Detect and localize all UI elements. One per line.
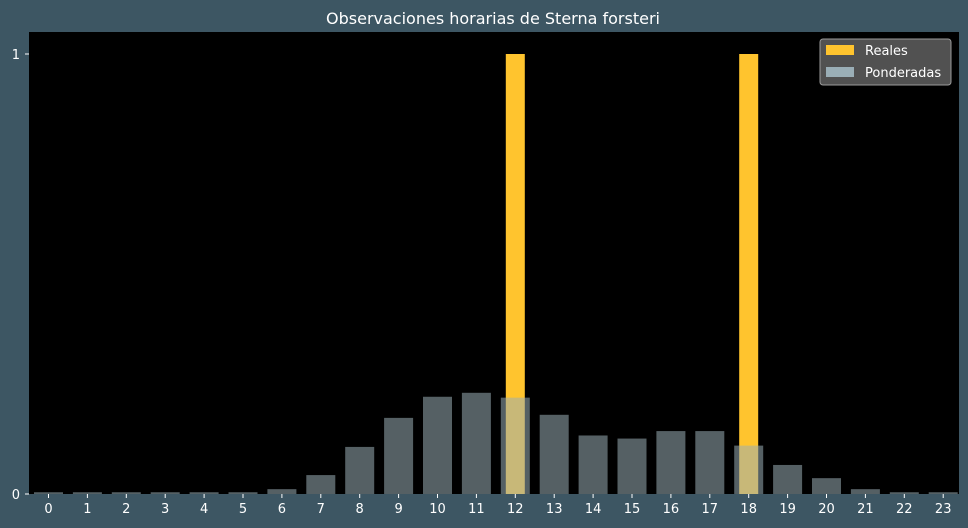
- y-tick-label-0: 0: [12, 488, 20, 503]
- bar-ponderadas-13: [539, 414, 569, 494]
- x-tick-label-10: 10: [429, 502, 446, 517]
- legend: Reales Ponderadas: [819, 38, 952, 86]
- x-tick-label-13: 13: [546, 502, 563, 517]
- bar-reales-12: [505, 54, 525, 494]
- y-axis: 01: [12, 48, 29, 503]
- plot-area: [29, 32, 959, 494]
- bar-ponderadas-17: [695, 431, 725, 494]
- bar-ponderadas-9: [384, 417, 414, 494]
- legend-swatch-reales: [826, 45, 854, 55]
- x-tick-label-22: 22: [896, 502, 913, 517]
- bar-ponderadas-3: [150, 492, 180, 494]
- x-tick-label-18: 18: [740, 502, 757, 517]
- legend-label-ponderadas: Ponderadas: [865, 66, 941, 81]
- x-tick-label-0: 0: [44, 502, 52, 517]
- x-tick-label-5: 5: [239, 502, 247, 517]
- bar-ponderadas-22: [889, 492, 919, 494]
- x-tick-label-12: 12: [507, 502, 524, 517]
- x-tick-label-21: 21: [857, 502, 874, 517]
- bar-ponderadas-10: [423, 396, 452, 494]
- bar-ponderadas-14: [578, 435, 608, 494]
- bar-ponderadas-15: [617, 438, 647, 494]
- x-tick-label-15: 15: [624, 502, 641, 517]
- bar-ponderadas-12: [500, 397, 530, 494]
- x-tick-label-19: 19: [779, 502, 796, 517]
- bar-ponderadas-2: [111, 492, 141, 494]
- bar-ponderadas-16: [656, 431, 686, 494]
- bar-ponderadas-7: [306, 475, 336, 494]
- bar-ponderadas-18: [734, 445, 764, 494]
- x-tick-label-2: 2: [122, 502, 130, 517]
- x-tick-label-3: 3: [161, 502, 169, 517]
- x-tick-label-1: 1: [83, 502, 91, 517]
- y-tick-label-1: 1: [12, 48, 20, 63]
- bar-ponderadas-6: [267, 489, 297, 494]
- bar-ponderadas-21: [850, 489, 880, 494]
- ponderadas-bars: [34, 392, 958, 494]
- bar-ponderadas-4: [189, 492, 219, 494]
- x-axis: 0 1 2 3 4 5 6 7 8 9 10 11 12 13 14 15 16 17 18 19 20 21 22 23: [44, 494, 951, 517]
- legend-swatch-ponderadas: [826, 67, 854, 77]
- x-tick-label-23: 23: [935, 502, 952, 517]
- bar-ponderadas-0: [34, 492, 63, 494]
- x-tick-label-17: 17: [702, 502, 719, 517]
- x-tick-label-8: 8: [356, 502, 364, 517]
- x-tick-label-7: 7: [317, 502, 325, 517]
- chart-title: Observaciones horarias de Sterna forster…: [326, 9, 660, 28]
- x-tick-label-6: 6: [278, 502, 286, 517]
- reales-bars: [505, 54, 759, 494]
- x-tick-label-14: 14: [585, 502, 602, 517]
- bar-ponderadas-1: [72, 492, 102, 494]
- legend-label-reales: Reales: [865, 44, 908, 59]
- bar-reales-18: [739, 54, 759, 494]
- bar-ponderadas-19: [773, 464, 803, 494]
- bar-ponderadas-23: [928, 492, 958, 494]
- bar-ponderadas-20: [812, 478, 841, 494]
- x-tick-label-20: 20: [818, 502, 835, 517]
- bar-ponderadas-5: [228, 492, 258, 494]
- x-tick-label-4: 4: [200, 502, 208, 517]
- x-tick-label-16: 16: [663, 502, 680, 517]
- bar-ponderadas-8: [345, 446, 375, 494]
- x-tick-label-11: 11: [468, 502, 485, 517]
- bar-ponderadas-11: [461, 392, 491, 494]
- x-tick-label-9: 9: [394, 502, 402, 517]
